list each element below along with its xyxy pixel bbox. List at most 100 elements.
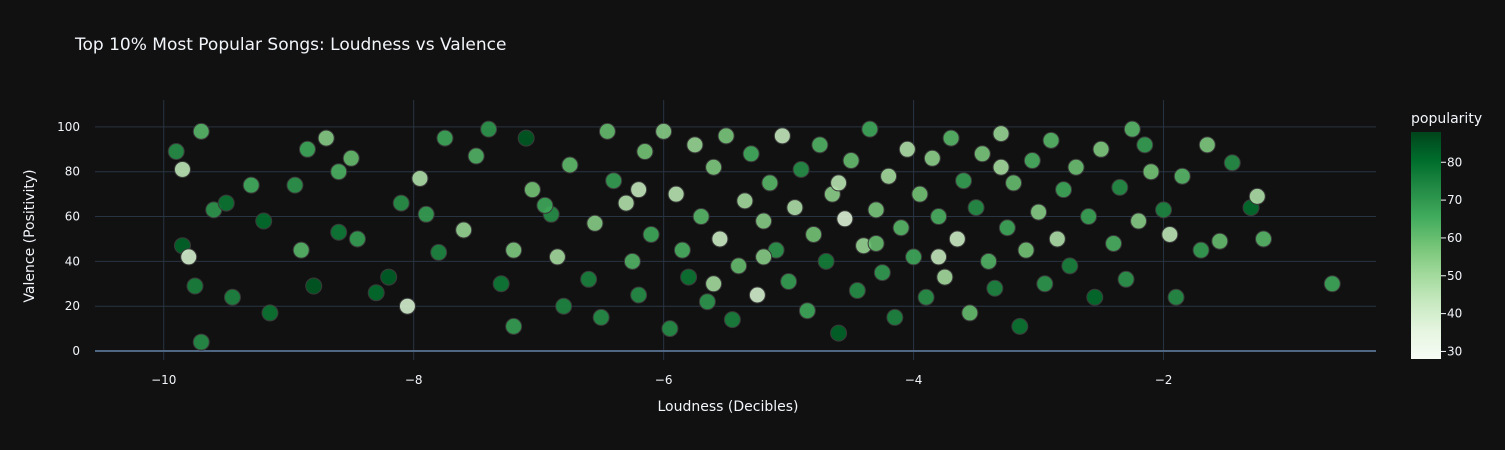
data-point — [348, 230, 366, 248]
y-tick-label: 80 — [65, 165, 80, 179]
data-point — [330, 223, 348, 241]
data-point — [1011, 317, 1029, 335]
data-point — [848, 282, 866, 300]
x-tick-label: −2 — [1155, 373, 1173, 387]
data-point — [980, 252, 998, 270]
data-point — [1005, 174, 1023, 192]
data-point — [1042, 131, 1060, 149]
x-tick-label: −4 — [905, 373, 923, 387]
colorbar-tick-label: 80 — [1447, 155, 1462, 169]
colorbar: popularity 30 40 50 60 70 80 — [1411, 111, 1482, 359]
data-point — [667, 185, 685, 203]
data-point — [1130, 212, 1148, 230]
data-point — [886, 308, 904, 326]
data-point — [967, 199, 985, 217]
data-point — [1080, 208, 1098, 226]
data-point — [780, 273, 798, 291]
data-point — [805, 225, 823, 243]
data-point — [1223, 154, 1241, 172]
data-point — [1055, 181, 1073, 199]
data-point — [305, 277, 323, 295]
data-point — [1136, 136, 1154, 154]
data-point — [786, 199, 804, 217]
data-point — [948, 230, 966, 248]
data-point — [761, 174, 779, 192]
data-point — [630, 181, 648, 199]
data-point — [867, 234, 885, 252]
data-point — [1248, 187, 1266, 205]
data-point — [680, 268, 698, 286]
data-point — [1092, 140, 1110, 158]
data-point — [930, 248, 948, 266]
data-point — [223, 288, 241, 306]
y-tick-label: 40 — [65, 254, 80, 268]
data-point — [861, 120, 879, 138]
data-point — [630, 286, 648, 304]
data-point — [436, 129, 454, 147]
data-point — [973, 145, 991, 163]
data-point — [930, 208, 948, 226]
colorbar-tick-label: 50 — [1447, 269, 1462, 283]
colorbar-title: popularity — [1411, 111, 1482, 127]
data-point — [1030, 203, 1048, 221]
colorbar-tick-label: 40 — [1447, 307, 1462, 321]
data-point — [430, 243, 448, 261]
data-point — [742, 145, 760, 163]
data-point — [255, 212, 273, 230]
data-point — [217, 194, 235, 212]
data-point — [911, 185, 929, 203]
data-point — [455, 221, 473, 239]
y-axis-label: Valence (Positivity) — [22, 169, 38, 302]
data-point — [548, 248, 566, 266]
data-point — [698, 293, 716, 311]
data-point — [505, 317, 523, 335]
data-point — [367, 284, 385, 302]
data-point — [830, 324, 848, 342]
data-point — [523, 181, 541, 199]
data-point — [592, 308, 610, 326]
colorbar-tick-label: 60 — [1447, 231, 1462, 245]
chart-title: Top 10% Most Popular Songs: Loudness vs … — [74, 35, 506, 55]
data-point — [917, 288, 935, 306]
y-tick-labels: 0 20 40 60 80 100 — [57, 120, 80, 358]
data-point — [1161, 225, 1179, 243]
data-point — [705, 158, 723, 176]
colorbar-ticks: 30 40 50 60 70 80 — [1441, 155, 1462, 358]
data-point — [748, 286, 766, 304]
data-point — [692, 208, 710, 226]
data-point — [623, 252, 641, 270]
data-point — [1023, 152, 1041, 170]
data-point — [492, 275, 510, 293]
data-point — [1086, 288, 1104, 306]
x-axis-label: Loudness (Decibles) — [658, 399, 799, 415]
data-point — [867, 201, 885, 219]
data-point — [686, 136, 704, 154]
y-tick-label: 0 — [72, 344, 80, 358]
data-point — [880, 167, 898, 185]
data-point — [798, 302, 816, 320]
data-point — [555, 297, 573, 315]
data-point — [730, 257, 748, 275]
data-point — [186, 277, 204, 295]
data-point — [192, 122, 210, 140]
data-point — [1211, 232, 1229, 250]
data-point — [736, 192, 754, 210]
data-point — [417, 205, 435, 223]
data-point — [892, 219, 910, 237]
data-point — [598, 122, 616, 140]
data-point — [242, 176, 260, 194]
data-point — [992, 125, 1010, 143]
data-point — [661, 320, 679, 338]
data-point — [1067, 158, 1085, 176]
data-point — [1173, 167, 1191, 185]
data-point — [586, 214, 604, 232]
data-point — [755, 212, 773, 230]
data-point — [792, 160, 810, 178]
data-point — [1123, 120, 1141, 138]
data-point — [617, 194, 635, 212]
data-point — [1192, 241, 1210, 259]
y-tick-label: 100 — [57, 120, 80, 134]
data-point — [411, 169, 429, 187]
data-point — [998, 219, 1016, 237]
data-point — [955, 172, 973, 190]
